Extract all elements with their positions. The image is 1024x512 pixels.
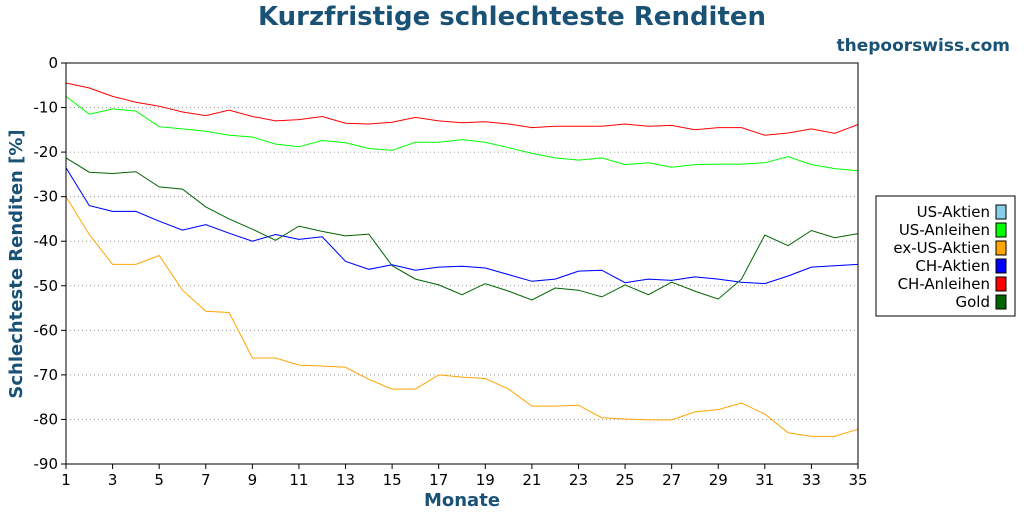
legend-label: US-Aktien [917, 203, 990, 221]
y-axis-label: Schlechteste Renditen [%] [6, 129, 27, 398]
watermark-text: thepoorswiss.com [837, 36, 1011, 56]
x-tick-label: 9 [248, 471, 258, 489]
x-axis-label: Monate [424, 490, 500, 511]
legend-swatch [995, 294, 1007, 310]
y-axis: 0 -10 -20 -30 -40 -50 -60 -70 -80 -90 [34, 54, 66, 473]
legend-swatch [995, 204, 1007, 220]
y-tick-label: -20 [34, 143, 59, 161]
series-lines [65, 82, 859, 437]
x-axis: 1 3 5 7 9 11 13 15 17 19 21 23 25 27 29 31 33 35 [61, 464, 868, 489]
legend-swatch [995, 222, 1007, 238]
y-tick-label: -40 [34, 232, 59, 250]
legend-label: ex-US-Aktien [893, 239, 990, 257]
y-tick-label: -30 [34, 188, 59, 206]
x-tick-label: 7 [201, 471, 211, 489]
y-tick-label: -10 [34, 99, 59, 117]
chart-title: Kurzfristige schlechteste Renditen [258, 2, 766, 32]
y-tick-label: -70 [34, 366, 59, 384]
y-tick-label: -90 [34, 455, 59, 473]
x-tick-label: 29 [709, 471, 728, 489]
series-line-ch-aktien [65, 167, 859, 285]
legend-swatch [995, 258, 1007, 274]
legend-label: Gold [956, 293, 991, 311]
x-tick-label: 19 [476, 471, 495, 489]
series-line-gold [65, 157, 859, 301]
legend-label: CH-Anleihen [898, 275, 990, 293]
x-tick-label: 23 [569, 471, 588, 489]
legend-box [875, 195, 1016, 317]
x-tick-label: 35 [848, 471, 867, 489]
legend-label: US-Anleihen [899, 221, 990, 239]
x-tick-label: 25 [616, 471, 635, 489]
series-line-us-anleihen [65, 96, 859, 172]
x-tick-label: 31 [755, 471, 774, 489]
x-tick-label: 3 [108, 471, 118, 489]
x-tick-label: 5 [154, 471, 164, 489]
legend-label: CH-Aktien [915, 257, 990, 275]
y-tick-label: -80 [34, 410, 59, 428]
legend-swatch [995, 276, 1007, 292]
legend: US-AktienUS-Anleihenex-US-AktienCH-Aktie… [875, 195, 1016, 317]
x-tick-label: 11 [289, 471, 308, 489]
x-tick-label: 1 [61, 471, 71, 489]
series-line-ex-us-aktien [65, 196, 859, 437]
grid-lines [66, 107, 858, 420]
y-tick-label: -50 [34, 277, 59, 295]
x-tick-label: 21 [522, 471, 541, 489]
x-tick-label: 27 [662, 471, 681, 489]
y-tick-label: -60 [34, 321, 59, 339]
x-tick-label: 17 [429, 471, 448, 489]
plot-area [65, 62, 859, 465]
legend-swatch [995, 240, 1007, 256]
x-tick-label: 13 [336, 471, 355, 489]
y-tick-label: 0 [48, 54, 58, 72]
x-tick-label: 15 [383, 471, 402, 489]
series-line-ch-anleihen [65, 82, 859, 136]
x-tick-label: 33 [802, 471, 821, 489]
